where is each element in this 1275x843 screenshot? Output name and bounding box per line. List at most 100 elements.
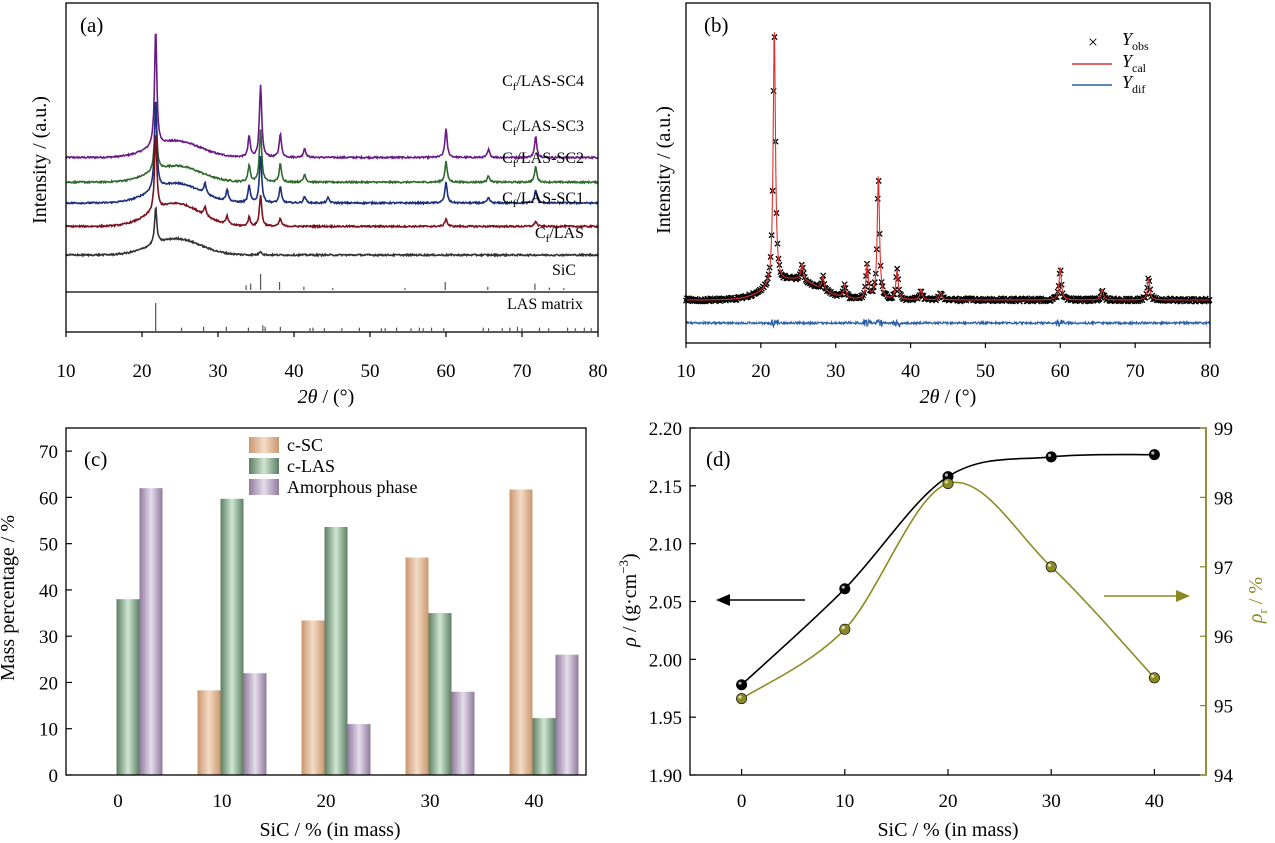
point-density [1045, 451, 1057, 463]
panel-c-frame [65, 427, 587, 776]
ylabel-right-sub: r [1255, 608, 1270, 613]
ydif-curve [685, 318, 1211, 329]
panel-a-traces [65, 33, 599, 258]
curve-relative-density [741, 481, 1155, 700]
x-tick-label: 50 [976, 361, 995, 382]
bar-c-las [116, 599, 140, 775]
bar-c-las [532, 718, 556, 775]
panel-b-ylabel: Intensity / (a.u.) [653, 106, 675, 234]
y-right-tick-label: 99 [1214, 419, 1233, 440]
y-tick-label: 60 [39, 488, 58, 509]
bar-amorphous-phase [555, 654, 579, 775]
panel-b-label: (b) [704, 13, 729, 37]
legend-obs-sub: obs [1132, 39, 1149, 53]
panel-d-ticks: 1.90 1.95 2.00 2.05 2.10 2.15 2.20 94 95 96 97 98 99… [649, 419, 1234, 812]
series-label-cf-las-sc2: Cf/LAS-SC2 [502, 150, 584, 170]
x-tick-label: 0 [737, 791, 747, 812]
xrd-trace-cf-las-sc4 [65, 33, 598, 161]
ylabel-left-unit: / (g·cm [619, 573, 641, 637]
bar-amorphous-phase [451, 691, 475, 775]
xrd-trace-cf-las-sc2 [65, 101, 599, 206]
x-tick-label: 20 [751, 361, 770, 382]
point-highlight [1151, 674, 1155, 678]
panel-d: (d) 1.90 1.95 2.00 2.05 2.10 2.15 2.20 94 95 96 97… [616, 419, 1270, 841]
x-tick-label: 20 [939, 791, 958, 812]
x-tick-label: 10 [835, 791, 854, 812]
legend-dif-label: Ydif [1122, 72, 1145, 96]
x-tick-label: 10 [213, 791, 232, 812]
x-tick-label: 30 [209, 361, 228, 382]
y-tick-label: 40 [39, 581, 58, 602]
x-tick-label: 40 [525, 791, 544, 812]
bar-c-las [324, 527, 348, 775]
y-tick-label: 30 [39, 627, 58, 648]
point-highlight [1048, 453, 1052, 457]
x-tick-label: 40 [285, 361, 304, 382]
panel-d-label: (d) [706, 447, 731, 471]
y-left-tick-label: 2.05 [649, 593, 682, 614]
legend-label-c-sc: c-SC [287, 435, 323, 455]
y-left-tick-label: 1.90 [649, 766, 682, 787]
y-right-tick-label: 98 [1214, 488, 1233, 509]
point-relative-density [1045, 561, 1057, 573]
panel-c-xlabel: SiC / % (in mass) [259, 819, 400, 841]
bar-c-sc [405, 557, 429, 775]
xrd-trace-cf-las-sc1 [65, 135, 599, 230]
panel-a-label: (a) [80, 13, 103, 37]
bar-c-sc [197, 690, 221, 775]
legend-cal-sub: cal [1132, 61, 1147, 75]
legend-obs-label: Yobs [1122, 29, 1149, 53]
panel-b-frame [685, 2, 1211, 344]
ylabel-left-sup: −3 [616, 560, 631, 574]
point-highlight [944, 473, 949, 477]
panel-c-ticks: 0 10 20 30 40 50 60 70 0 10 20 30 40 [39, 442, 544, 812]
y-right-tick-label: 97 [1214, 558, 1233, 579]
legend-cal-label: Ycal [1122, 51, 1147, 75]
series-label-cf-las: Cf/LAS [535, 225, 584, 245]
y-tick-label: 10 [39, 720, 58, 741]
point-density [839, 583, 851, 595]
x-tick-label: 30 [826, 361, 845, 382]
y-left-tick-label: 2.10 [649, 535, 682, 556]
panel-b-xlabel-unit: / (°) [939, 386, 976, 408]
panel-a-reference-lines [155, 274, 592, 331]
panel-a-ylabel: Intensity / (a.u.) [29, 96, 51, 224]
legend-label-c-las: c-LAS [287, 456, 335, 476]
bar-c-sc [509, 489, 533, 775]
x-tick-label: 40 [1145, 791, 1164, 812]
x-tick-label: 10 [57, 361, 76, 382]
legend-swatch-c-sc [249, 437, 279, 453]
series-label-cf-las-sc3: Cf/LAS-SC3 [502, 118, 584, 138]
panel-a-xlabel-symbol: 2θ [298, 386, 318, 408]
x-tick-label: 30 [421, 791, 440, 812]
legend-dif-main: Y [1122, 72, 1134, 92]
yobs-point [1053, 294, 1060, 301]
panel-d-xlabel: SiC / % (in mass) [877, 819, 1018, 841]
y-tick-label: 0 [49, 766, 59, 787]
yobs-point [894, 265, 901, 272]
x-tick-label: 70 [1126, 361, 1145, 382]
legend-swatch-amorphous-phase [249, 479, 279, 495]
legend-swatch-c-las [249, 458, 279, 474]
xrd-trace-cf-las [65, 206, 599, 258]
panel-d-ylabel-right: ρr / % [1245, 577, 1270, 624]
panel-a-frame [65, 2, 599, 333]
point-highlight [841, 626, 845, 630]
y-tick-label: 70 [39, 442, 58, 463]
x-tick-label: 30 [1042, 791, 1061, 812]
legend-obs-marker: × [1088, 32, 1098, 52]
y-right-tick-label: 94 [1214, 766, 1234, 787]
legend-dif-sub: dif [1132, 82, 1145, 96]
panel-a-xlabel-unit: / (°) [317, 386, 354, 408]
point-highlight [944, 480, 949, 484]
y-left-tick-label: 1.95 [649, 708, 682, 729]
legend-label-amorphous-phase: Amorphous phase [287, 477, 417, 497]
y-right-tick-label: 95 [1214, 697, 1233, 718]
ycal-curve [686, 32, 1210, 301]
panel-d-plot-area [736, 449, 1160, 705]
bar-c-las [220, 498, 244, 775]
panel-a-xlabel: 2θ / (°) [298, 386, 355, 408]
x-tick-label: 20 [133, 361, 152, 382]
panel-a: (a) Cf/LAS-SC4Cf/LAS-SC3Cf/LAS-SC2Cf/LAS… [29, 2, 608, 408]
